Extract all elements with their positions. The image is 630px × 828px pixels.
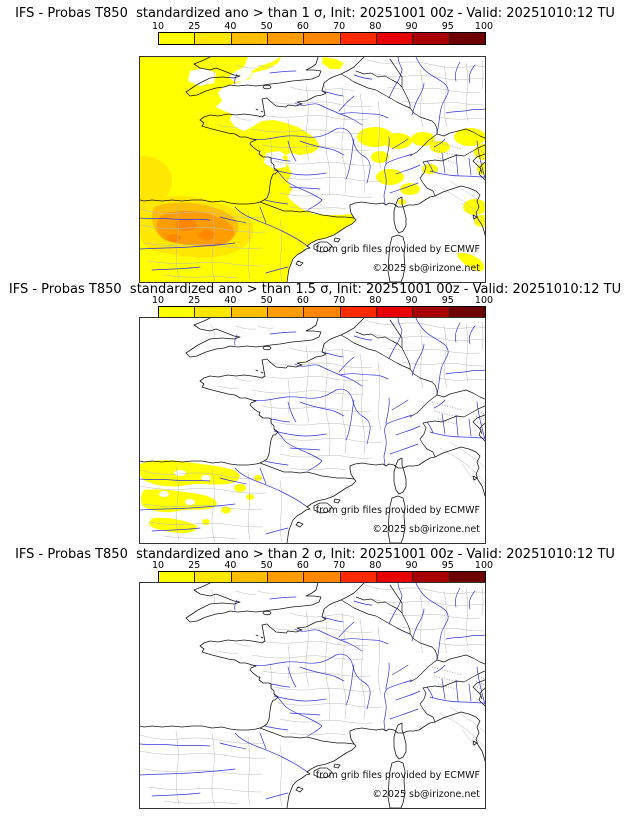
colorbar-tick-80: 80: [369, 21, 382, 32]
colorbar-tick-50: 50: [260, 295, 273, 306]
colorbar-tick-25: 25: [188, 21, 201, 32]
colorbar-tick-90: 90: [405, 560, 418, 571]
colorbar-segment-2: [231, 33, 268, 44]
colorbar-segment-1: [195, 33, 232, 44]
panel-title: IFS - Probas T850 standardized ano > tha…: [15, 547, 615, 562]
colorbar-segment-1: [195, 307, 232, 318]
colorbar-tick-90: 90: [405, 21, 418, 32]
colorbar-tick-25: 25: [188, 295, 201, 306]
colorbar-segment-6: [376, 572, 414, 583]
colorbar-segment-8: [449, 307, 485, 318]
colorbar-tick-50: 50: [260, 21, 273, 32]
colorbar-tick-labels: 10 25 40 50 60 70 80 90 95 100: [152, 21, 493, 32]
colorbar-tick-70: 70: [333, 21, 346, 32]
colorbar-tick-100: 100: [474, 295, 494, 306]
colorbar: [158, 32, 486, 45]
colorbar-segment-6: [376, 33, 414, 44]
colorbar-segment-3: [267, 572, 305, 583]
colorbar-tick-25: 25: [188, 560, 201, 571]
colorbar-segment-5: [340, 307, 377, 318]
attribution-source: from grib files provided by ECMWF: [315, 244, 480, 255]
colorbar-tick-70: 70: [333, 295, 346, 306]
colorbar-segment-7: [413, 33, 450, 44]
colorbar-segment-7: [413, 572, 450, 583]
colorbar-tick-40: 40: [224, 560, 237, 571]
colorbar-tick-95: 95: [441, 21, 454, 32]
map-sigma-1: from grib files provided by ECMWF ©2025 …: [139, 56, 486, 283]
attribution-source: from grib files provided by ECMWF: [315, 770, 480, 781]
panel-sigma-1: IFS - Probas T850 standardized ano > tha…: [0, 7, 630, 283]
colorbar-tick-10: 10: [151, 295, 165, 306]
colorbar-segment-5: [340, 33, 377, 44]
colorbar-tick-95: 95: [441, 560, 454, 571]
colorbar-segment-0: [159, 572, 196, 583]
colorbar-tick-60: 60: [296, 295, 309, 306]
attribution-copyright: ©2025 sb@irizone.net: [372, 524, 480, 535]
colorbar-segment-7: [413, 307, 450, 318]
panel-title: IFS - Probas T850 standardized ano > tha…: [8, 282, 622, 297]
attribution-copyright: ©2025 sb@irizone.net: [372, 263, 480, 274]
colorbar-tick-10: 10: [151, 560, 165, 571]
colorbar-tick-labels: 10 25 40 50 60 70 80 90 95 100: [152, 295, 493, 306]
colorbar-segment-4: [304, 307, 341, 318]
attribution-source: from grib files provided by ECMWF: [315, 505, 480, 516]
panel-sigma-2: IFS - Probas T850 standardized ano > tha…: [0, 548, 630, 811]
colorbar-tick-40: 40: [224, 295, 237, 306]
colorbar-tick-labels: 10 25 40 50 60 70 80 90 95 100: [152, 560, 493, 571]
colorbar-segment-3: [267, 33, 305, 44]
colorbar-segment-5: [340, 572, 377, 583]
colorbar-segment-2: [231, 307, 268, 318]
colorbar-tick-90: 90: [405, 295, 418, 306]
colorbar-segment-8: [449, 33, 485, 44]
colorbar-segment-4: [304, 572, 341, 583]
colorbar-tick-40: 40: [224, 21, 237, 32]
colorbar-tick-100: 100: [474, 560, 494, 571]
colorbar-segment-1: [195, 572, 232, 583]
colorbar-tick-60: 60: [296, 21, 309, 32]
colorbar-segment-2: [231, 572, 268, 583]
colorbar-segment-4: [304, 33, 341, 44]
colorbar-segment-3: [267, 307, 305, 318]
colorbar-segment-0: [159, 33, 196, 44]
colorbar-segment-0: [159, 307, 196, 318]
attribution-copyright: ©2025 sb@irizone.net: [372, 789, 480, 800]
colorbar-tick-80: 80: [369, 560, 382, 571]
colorbar: [158, 306, 486, 319]
map-sigma-2: from grib files provided by ECMWF ©2025 …: [139, 582, 486, 809]
panel-sigma-1-5: IFS - Probas T850 standardized ano > tha…: [0, 283, 630, 546]
colorbar-segment-6: [376, 307, 414, 318]
colorbar-tick-50: 50: [260, 560, 273, 571]
colorbar-tick-60: 60: [296, 560, 309, 571]
colorbar-tick-95: 95: [441, 295, 454, 306]
colorbar-tick-70: 70: [333, 560, 346, 571]
colorbar-tick-10: 10: [151, 21, 165, 32]
colorbar-tick-80: 80: [369, 295, 382, 306]
panel-title: IFS - Probas T850 standardized ano > tha…: [15, 6, 615, 21]
colorbar-segment-8: [449, 572, 485, 583]
map-sigma-1-5: from grib files provided by ECMWF ©2025 …: [139, 317, 486, 544]
colorbar-tick-100: 100: [474, 21, 494, 32]
